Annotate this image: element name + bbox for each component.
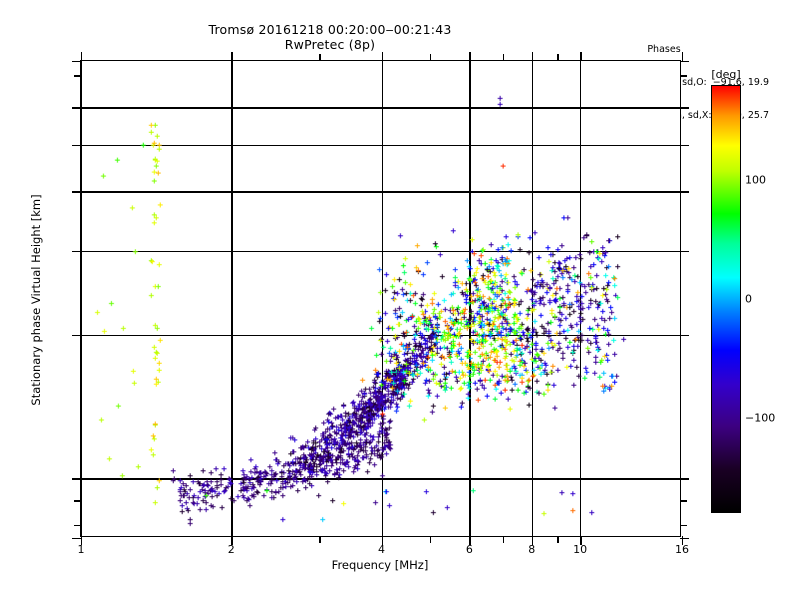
x-tick	[502, 536, 505, 543]
x-tick-label: 1	[77, 543, 85, 556]
x-tick-top	[81, 52, 83, 61]
y-tick-right	[680, 500, 687, 502]
scatter-points	[81, 61, 680, 536]
y-tick	[72, 144, 81, 147]
colorbar-tick-label: 100	[745, 173, 766, 187]
y-tick-right	[680, 75, 687, 77]
x-tick-label: 2	[227, 543, 235, 556]
colorbar-tick-label: −100	[745, 411, 776, 425]
x-tick-label: 10	[573, 543, 588, 556]
x-tick-label: 8	[528, 543, 536, 556]
y-tick	[72, 191, 81, 193]
x-tick-top	[231, 52, 233, 61]
colorbar-gradient	[711, 85, 741, 513]
x-tick-label: 16	[675, 543, 689, 556]
x-tick	[429, 536, 432, 543]
y-tick-right	[680, 524, 687, 527]
y-tick	[72, 107, 81, 109]
plot-title: Tromsø 20161218 00:20:00‒00:21:43 RwPret…	[0, 22, 660, 52]
x-tick-top	[557, 54, 559, 61]
y-tick-right	[680, 250, 689, 253]
x-tick	[319, 536, 321, 543]
y-tick-right	[680, 144, 689, 147]
colorbar-tick-label: 0	[745, 292, 752, 306]
x-tick-top	[429, 54, 432, 61]
stats-heading: Phases	[647, 44, 681, 55]
y-axis-title: Stationary phase Virtual Height [km]	[29, 194, 43, 406]
x-tick	[81, 536, 83, 545]
x-tick	[580, 536, 582, 545]
x-axis-title: Frequency [MHz]	[331, 558, 429, 572]
y-tick	[74, 500, 81, 502]
y-tick	[72, 538, 81, 540]
title-line-1: Tromsø 20161218 00:20:00‒00:21:43	[208, 22, 452, 37]
y-tick	[74, 524, 81, 527]
y-tick	[74, 75, 81, 77]
x-tick-top	[682, 52, 684, 61]
title-line-2: RwPretec (8p)	[284, 37, 376, 52]
x-tick	[381, 536, 383, 545]
x-tick-top	[531, 52, 534, 61]
x-tick	[231, 536, 233, 545]
y-tick-right	[680, 107, 689, 109]
colorbar-title: [deg]	[711, 68, 741, 81]
y-tick	[72, 478, 81, 480]
x-tick	[469, 536, 471, 545]
x-tick-top	[319, 54, 321, 61]
x-tick	[557, 536, 559, 543]
y-tick-right	[680, 61, 689, 63]
x-tick-top	[502, 54, 505, 61]
y-tick-right	[680, 538, 689, 540]
y-tick-right	[680, 334, 689, 337]
x-tick-label: 6	[465, 543, 473, 556]
y-tick	[72, 250, 81, 253]
y-tick-right	[680, 478, 689, 480]
colorbar	[711, 85, 741, 513]
y-tick	[72, 61, 81, 63]
x-tick-label: 4	[378, 543, 385, 556]
y-tick	[72, 334, 81, 337]
x-tick	[682, 536, 684, 545]
x-tick-top	[469, 52, 471, 61]
x-tick	[531, 536, 534, 545]
x-tick-top	[580, 52, 582, 61]
x-tick-top	[381, 52, 383, 61]
y-tick-right	[680, 191, 689, 193]
